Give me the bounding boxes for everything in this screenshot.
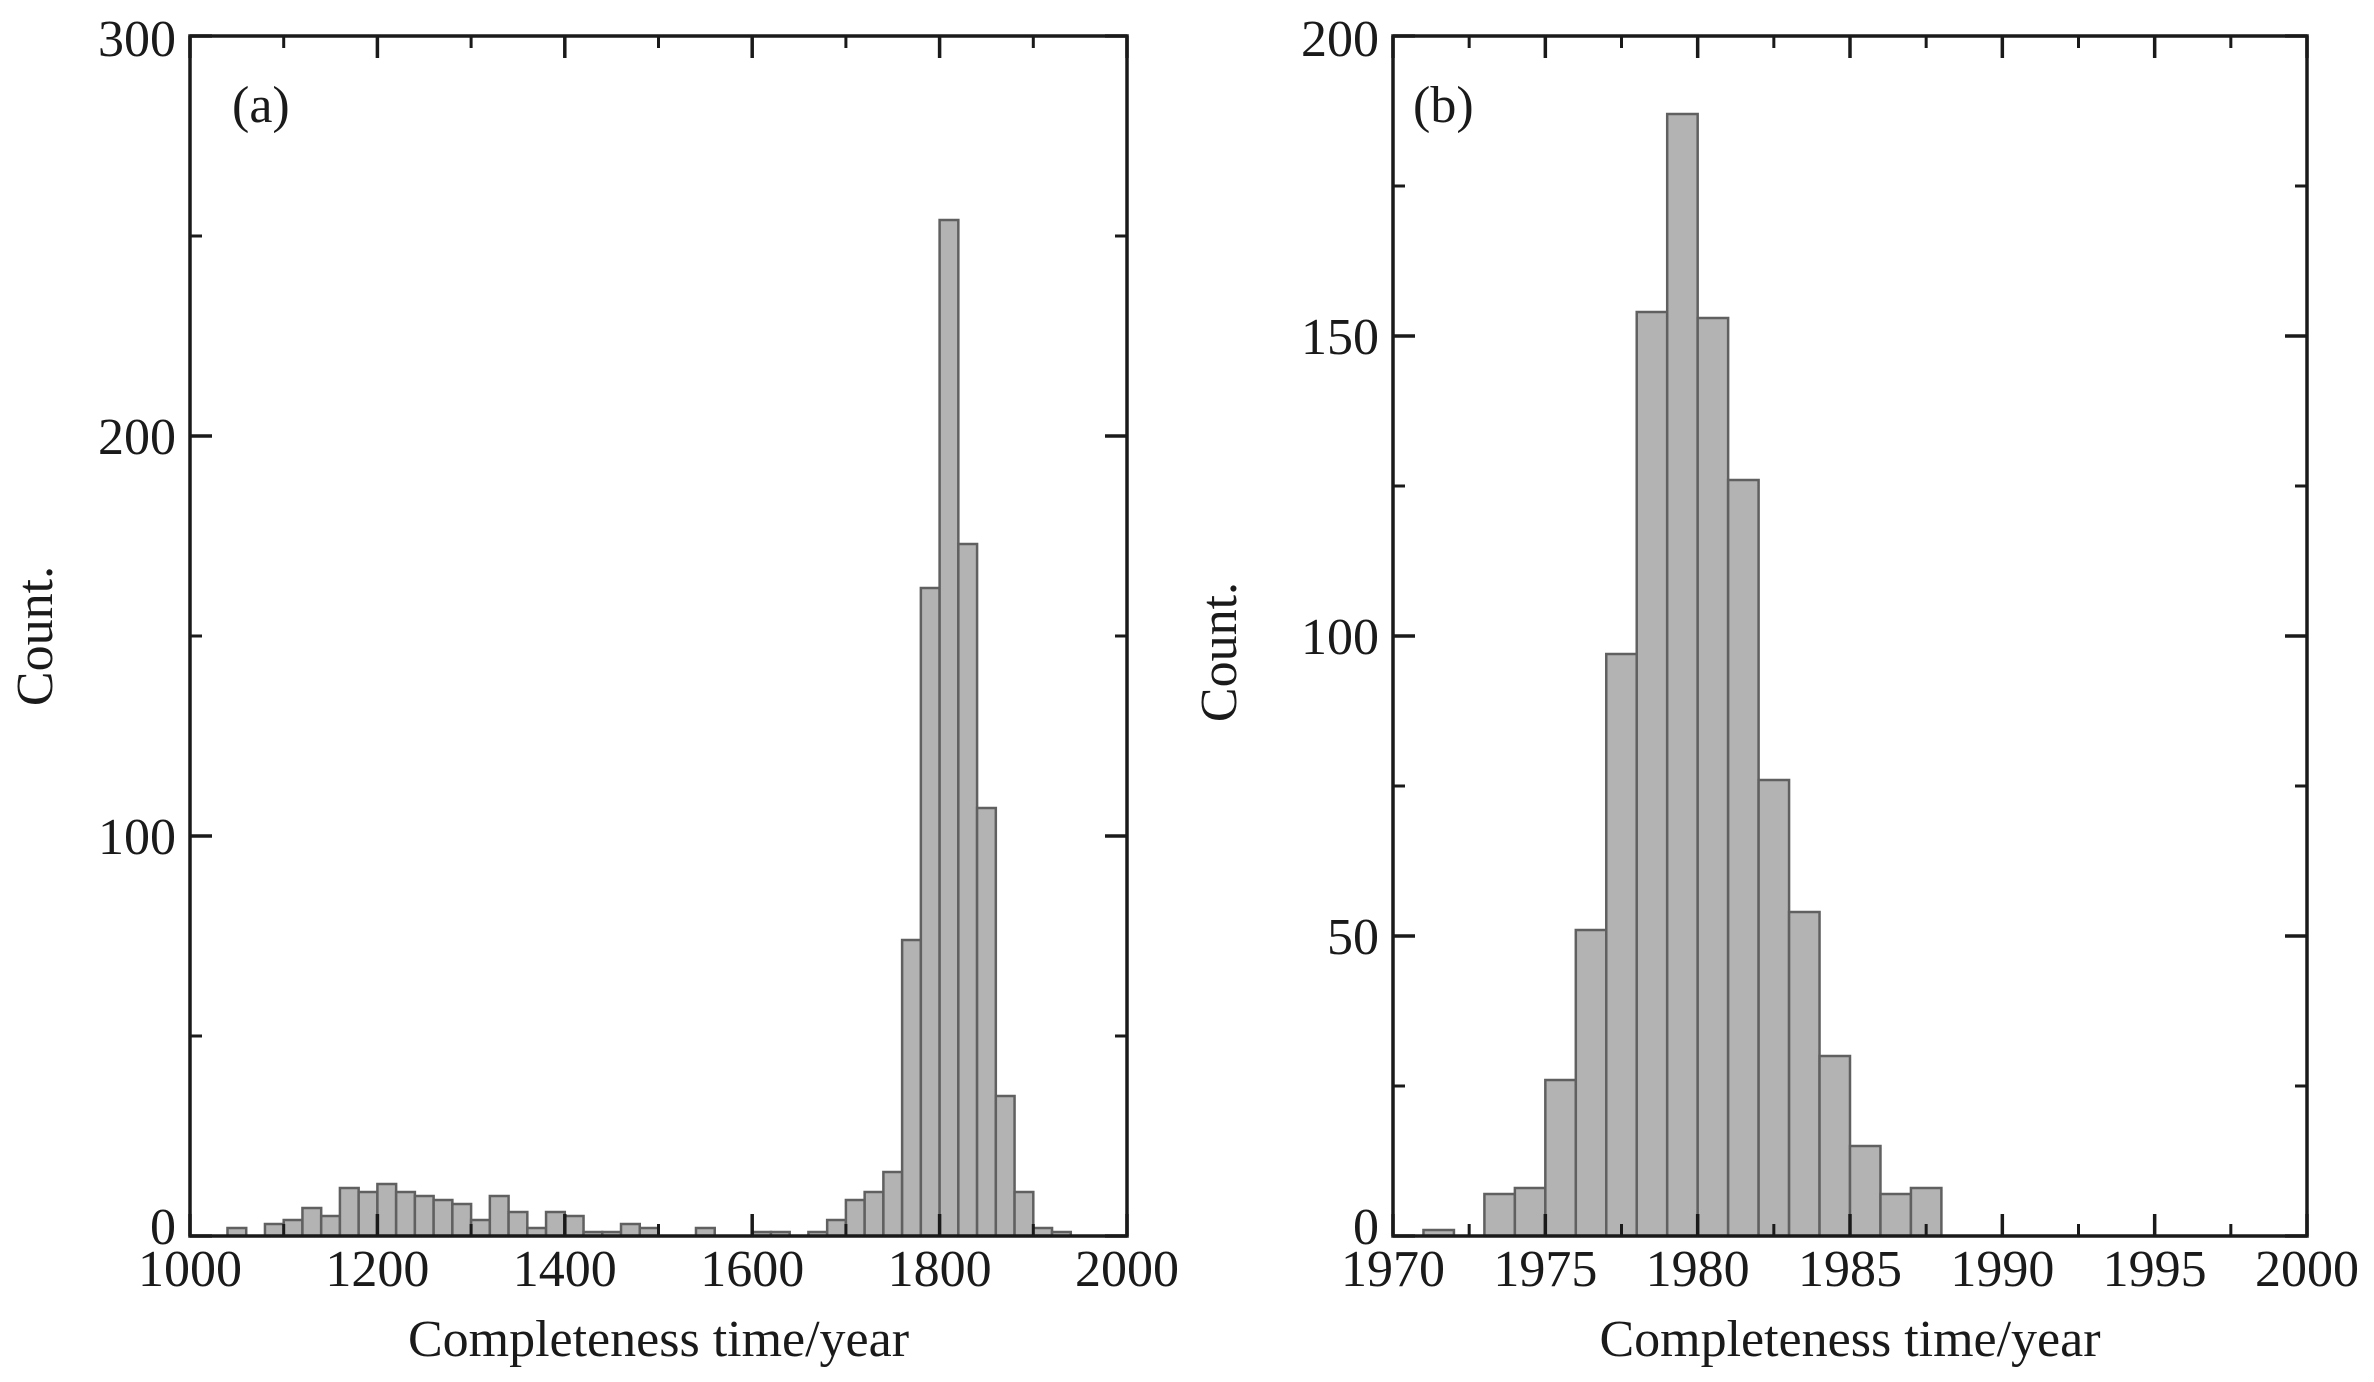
histogram-bar <box>938 218 960 1238</box>
histogram-bar <box>507 1210 529 1238</box>
histogram-bar <box>994 1094 1016 1238</box>
histogram-bar <box>282 1218 304 1238</box>
x-tick-label: 1975 <box>1493 1241 1597 1298</box>
x-axis-title: Completeness time/year <box>1599 1311 2100 1368</box>
y-axis-title: Count. <box>1191 582 1248 722</box>
histogram-bar <box>319 1214 342 1238</box>
y-tick-label: 200 <box>1301 11 1379 68</box>
histogram-bar <box>1013 1190 1035 1238</box>
x-tick-label: 1970 <box>1341 1241 1445 1298</box>
histogram-bar <box>1513 1186 1547 1238</box>
y-tick-label: 50 <box>1327 909 1379 966</box>
x-tick-label: 1600 <box>700 1241 804 1298</box>
panel-label: (b) <box>1413 77 1474 134</box>
histogram-bar <box>863 1190 885 1238</box>
y-tick-label: 200 <box>98 409 176 466</box>
y-tick-label: 0 <box>150 1199 176 1256</box>
y-tick-label: 100 <box>1301 609 1379 666</box>
histogram-bar <box>301 1206 323 1238</box>
panel-a: 0 100 200 300 1000 1200 1400 1600 1800 2000 Comple… <box>7 11 1179 1368</box>
x-axis-title: Completeness time/year <box>408 1311 909 1368</box>
histogram-bar <box>338 1186 360 1238</box>
histogram-bar <box>544 1210 567 1238</box>
histogram-bar <box>975 806 998 1238</box>
x-tick-label: 1200 <box>325 1241 429 1298</box>
histogram-bar <box>1757 778 1791 1238</box>
panel-b: 0 50 100 150 200 1970 1975 1980 1985 1990 1995 2000… <box>1191 11 2359 1368</box>
histogram-bar <box>451 1202 473 1238</box>
histogram-bar <box>900 938 923 1238</box>
histogram-bar <box>394 1190 417 1238</box>
histogram-bar <box>1635 310 1669 1238</box>
histogram-bar <box>1879 1192 1913 1238</box>
histogram-bar <box>1726 478 1760 1238</box>
x-tick-label: 1400 <box>513 1241 617 1298</box>
x-tick-label: 2000 <box>2255 1241 2359 1298</box>
histogram-bar <box>1848 1144 1882 1238</box>
x-tick-label: 1985 <box>1798 1241 1902 1298</box>
histogram-bar <box>376 1182 398 1238</box>
x-tick-label: 2000 <box>1075 1241 1179 1298</box>
histogram-bar <box>488 1194 510 1238</box>
y-tick-label: 300 <box>98 11 176 68</box>
x-tick-label: 1995 <box>2103 1241 2207 1298</box>
histogram-bar <box>1696 316 1730 1238</box>
histogram-bar <box>469 1218 492 1238</box>
y-tick-label: 0 <box>1353 1199 1379 1256</box>
histogram-bar <box>1818 1054 1852 1238</box>
x-tick-label: 1800 <box>888 1241 992 1298</box>
histogram-bar <box>825 1218 848 1238</box>
histogram-bar <box>619 1222 642 1238</box>
histogram-bar <box>957 542 979 1238</box>
y-tick-label: 100 <box>98 809 176 866</box>
y-tick-label: 150 <box>1301 309 1379 366</box>
histogram-bar <box>263 1222 285 1238</box>
y-axis-title: Count. <box>7 566 64 706</box>
histogram-bar <box>413 1194 435 1238</box>
histogram-bar <box>882 1170 904 1238</box>
x-tick-label: 1000 <box>138 1241 242 1298</box>
x-tick-label: 1980 <box>1646 1241 1750 1298</box>
histogram-bar <box>1574 928 1608 1238</box>
histogram-bar <box>844 1198 866 1238</box>
histogram-bar <box>1605 652 1638 1238</box>
histogram-bar <box>1483 1192 1517 1238</box>
x-tick-label: 1990 <box>1950 1241 2054 1298</box>
histogram-bar <box>1787 910 1821 1238</box>
histogram-bar <box>432 1198 454 1238</box>
histogram-bar <box>357 1190 379 1238</box>
histogram-bar <box>1544 1078 1578 1238</box>
histogram-bar <box>919 586 941 1238</box>
panel-label: (a) <box>232 77 290 134</box>
histogram-bar <box>1665 112 1699 1238</box>
histogram-bar <box>1909 1186 1943 1238</box>
histogram-bar <box>563 1214 585 1238</box>
